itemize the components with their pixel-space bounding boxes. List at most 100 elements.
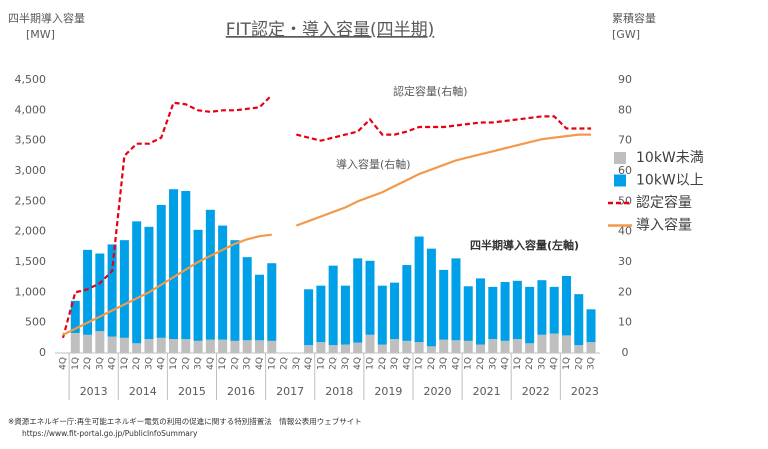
year-label: 2020 [424, 385, 452, 398]
bar [193, 229, 203, 341]
x-tick-label: 3Q [439, 357, 449, 370]
year-label: 2022 [522, 385, 550, 398]
y-tick-label: 3,000 [15, 164, 47, 177]
bar [512, 280, 522, 340]
x-tick-label: 2Q [280, 357, 290, 370]
footnote: https://www.fit-portal.go.jp/PublicInfoS… [22, 429, 198, 438]
y-tick-label: 4,500 [15, 73, 47, 86]
x-tick-label: 2Q [132, 357, 142, 370]
bar [353, 258, 363, 343]
bar [304, 289, 314, 346]
x-tick-label: 2Q [230, 357, 240, 370]
bar [316, 342, 326, 353]
y-tick-label: 3,500 [15, 134, 47, 147]
x-tick-label: 1Q [316, 357, 326, 370]
bar [169, 339, 179, 353]
bar [205, 339, 215, 353]
bar [561, 335, 571, 353]
bar [119, 240, 129, 338]
y2-tick-label: 10 [618, 316, 632, 329]
y2-label: 累積容量 [612, 11, 656, 25]
bar [402, 340, 412, 353]
line [295, 133, 592, 227]
line [296, 115, 592, 142]
line [62, 233, 272, 336]
x-tick-label: 2Q [83, 357, 93, 370]
line [61, 94, 273, 339]
bar [156, 204, 166, 338]
annotation: 導入容量(右軸) [336, 157, 411, 171]
bar [525, 286, 535, 344]
bar [586, 309, 596, 343]
bar [414, 342, 424, 353]
x-tick-label: 3Q [488, 357, 498, 370]
legend-swatch [614, 152, 626, 164]
bar [500, 282, 510, 341]
bar [83, 334, 93, 353]
bar [144, 226, 154, 340]
y-tick-label: 0 [39, 346, 46, 359]
x-tick-label: 1Q [218, 357, 228, 370]
bar [574, 345, 584, 353]
bar [242, 257, 252, 341]
x-tick-label: 1Q [267, 357, 277, 370]
bar [316, 285, 326, 343]
bar [218, 225, 228, 340]
x-tick-label: 4Q [402, 357, 412, 370]
y2-tick-label: 90 [618, 73, 632, 86]
legend-label: 認定容量 [636, 194, 692, 211]
y2-tick-label: 50 [618, 194, 632, 207]
bar [390, 282, 400, 340]
bar [144, 339, 154, 353]
x-tick-label: 3Q [341, 357, 351, 370]
legend-label: 10kW未満 [636, 150, 704, 166]
x-tick-label: 4Q [59, 357, 69, 370]
bar [561, 275, 571, 336]
x-tick-label: 1Q [415, 357, 425, 370]
bar [267, 263, 277, 341]
year-label: 2018 [325, 385, 353, 398]
x-tick-label: 3Q [537, 357, 547, 370]
x-tick-label: 4Q [255, 357, 265, 370]
bar [402, 265, 412, 341]
bar [70, 332, 80, 353]
bar [488, 286, 498, 340]
bar [95, 331, 105, 353]
bar [353, 342, 363, 353]
bar [439, 339, 449, 353]
x-tick-label: 2Q [525, 357, 535, 370]
x-tick-label: 1Q [562, 357, 572, 370]
y2-tick-label: 60 [618, 164, 632, 177]
x-tick-label: 4Q [353, 357, 363, 370]
x-tick-label: 1Q [366, 357, 376, 370]
legend-label: 導入容量 [636, 217, 692, 234]
bar [377, 285, 387, 345]
bar [218, 339, 228, 353]
chart-title: FIT認定・導入容量(四半期) [226, 20, 434, 40]
y-label: 四半期導入容量 [8, 11, 85, 25]
bar [119, 337, 129, 353]
x-tick-label: 3Q [144, 357, 154, 370]
legend-swatch [614, 174, 626, 187]
bar [132, 343, 142, 353]
annotation: 認定容量(右軸) [393, 84, 468, 98]
y2-tick-label: 0 [622, 346, 629, 359]
bar [426, 346, 436, 353]
annotation: 四半期導入容量(左軸) [470, 238, 579, 252]
x-tick-label: 4Q [304, 357, 314, 370]
y-tick-label: 2,000 [15, 225, 47, 238]
year-label: 2015 [178, 385, 206, 398]
year-label: 2013 [80, 385, 108, 398]
y-label: [MW] [26, 28, 55, 41]
x-tick-label: 3Q [243, 357, 253, 370]
bar [181, 191, 191, 340]
bar [451, 340, 461, 353]
year-label: 2019 [374, 385, 402, 398]
bar [83, 249, 93, 335]
bar [512, 339, 522, 353]
bar [390, 339, 400, 353]
x-tick-label: 4Q [206, 357, 216, 370]
y-tick-label: 1,000 [15, 285, 47, 298]
x-tick-label: 1Q [513, 357, 523, 370]
bar [107, 244, 117, 337]
